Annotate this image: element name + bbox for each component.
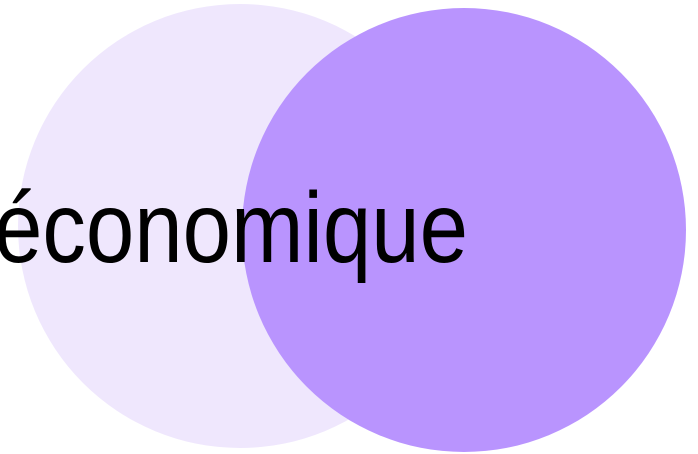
- label: économique: [0, 172, 468, 284]
- dark-circle: [242, 8, 686, 452]
